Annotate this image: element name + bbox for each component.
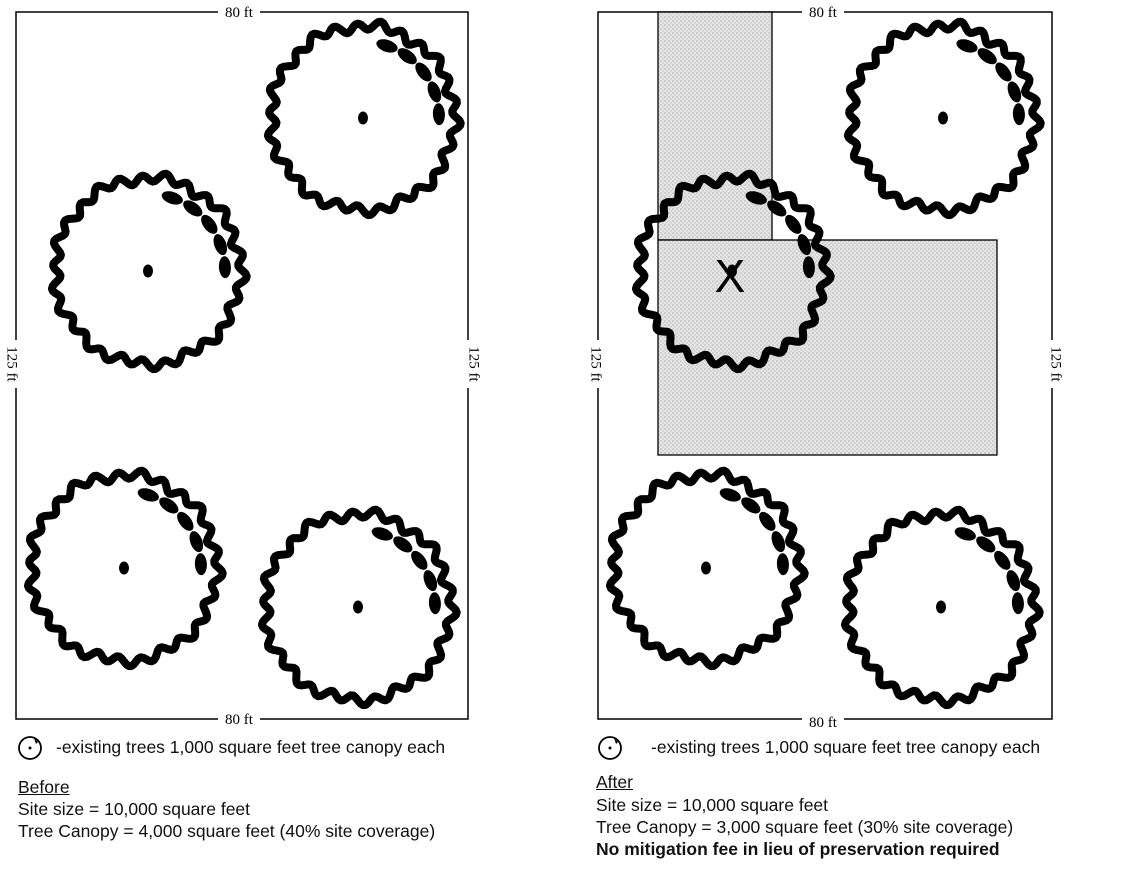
canopy-lobe xyxy=(432,103,445,126)
after-legend-label: -existing trees 1,000 square feet tree c… xyxy=(651,737,1041,757)
canopy-lobe xyxy=(371,527,393,541)
after-mitigation-note: No mitigation fee in lieu of preservatio… xyxy=(596,839,1000,859)
canopy-lobe xyxy=(797,234,812,256)
canopy-outline xyxy=(263,17,465,220)
before-lot-boundary xyxy=(15,11,469,720)
canopy-outline xyxy=(606,466,809,671)
tree-canopy xyxy=(841,505,1044,710)
canopy-lobe xyxy=(159,497,179,514)
before-right-dimension: 125 ft xyxy=(466,346,482,382)
before-legend-label: -existing trees 1,000 square feet tree c… xyxy=(56,737,446,757)
canopy-lobe xyxy=(719,488,741,502)
tree-legend-icon xyxy=(598,736,622,760)
tree-canopy xyxy=(48,169,251,374)
canopy-lobe xyxy=(759,511,776,531)
tree-canopy-removed xyxy=(632,169,835,374)
trunk-dot xyxy=(936,600,946,614)
trunk-dot xyxy=(119,561,129,575)
canopy-lobe xyxy=(415,62,432,82)
canopy-lobe xyxy=(976,536,996,553)
canopy-lobe xyxy=(771,531,786,553)
canopy-lobe xyxy=(785,214,802,234)
canopy-lobe xyxy=(393,536,413,553)
canopy-outline xyxy=(843,17,1045,220)
canopy-lobe xyxy=(189,531,204,553)
trunk-dot xyxy=(727,264,737,278)
canopy-lobe xyxy=(767,200,787,217)
before-tree-canopy: Tree Canopy = 4,000 square feet (40% sit… xyxy=(18,821,436,841)
canopy-lobe xyxy=(183,200,203,217)
before-heading: Before xyxy=(18,777,70,797)
tree-legend-icon xyxy=(18,736,42,760)
canopy-lobe xyxy=(397,48,417,65)
canopy-lobe xyxy=(745,191,767,205)
canopy-outline xyxy=(841,505,1044,710)
canopy-lobe xyxy=(1007,81,1022,103)
after-left-dimension: 125 ft xyxy=(588,346,604,382)
trunk-dot xyxy=(358,111,368,125)
canopy-lobe xyxy=(411,550,428,570)
trunk-dot xyxy=(938,111,948,125)
canopy-lobe xyxy=(1012,103,1025,126)
canopy-lobe xyxy=(218,256,231,279)
canopy-lobe xyxy=(802,256,815,279)
after-site-size: Site size = 10,000 square feet xyxy=(596,795,829,815)
canopy-lobe xyxy=(956,39,978,53)
before-top-dimension: 80 ft xyxy=(225,5,254,21)
canopy-lobe xyxy=(427,81,442,103)
tree-canopy xyxy=(24,466,227,671)
after-top-dimension: 80 ft xyxy=(809,5,838,21)
canopy-lobe xyxy=(213,234,228,256)
canopy-lobe xyxy=(1006,570,1021,592)
canopy-lobe xyxy=(994,550,1011,570)
after-panel: 80 ft 80 ft 125 ft 125 ft X xyxy=(588,3,1064,731)
canopy-lobe xyxy=(1011,592,1024,615)
canopy-lobe xyxy=(428,592,441,615)
trunk-dot xyxy=(353,600,363,614)
tree-canopy xyxy=(843,17,1045,220)
removed-tree-marker: X xyxy=(715,250,746,302)
canopy-lobe xyxy=(194,553,207,576)
tree-canopy xyxy=(258,505,461,710)
after-bottom-dimension: 80 ft xyxy=(809,715,838,731)
canopy-outline xyxy=(48,169,251,374)
trunk-dot xyxy=(143,264,153,278)
canopy-lobe xyxy=(741,497,761,514)
after-heading: After xyxy=(596,772,633,792)
before-left-dimension: 125 ft xyxy=(4,346,20,382)
after-right-dimension: 125 ft xyxy=(1048,346,1064,382)
canopy-lobe xyxy=(201,214,218,234)
canopy-lobe xyxy=(137,488,159,502)
tree-canopy xyxy=(263,17,465,220)
canopy-lobe xyxy=(954,527,976,541)
after-tree-canopy: Tree Canopy = 3,000 square feet (30% sit… xyxy=(596,817,1014,837)
canopy-outline xyxy=(258,505,461,710)
canopy-lobe xyxy=(995,62,1012,82)
canopy-outline xyxy=(24,466,227,671)
before-panel: 80 ft 80 ft 125 ft 125 ft xyxy=(4,3,482,728)
before-site-size: Site size = 10,000 square feet xyxy=(18,799,251,819)
canopy-lobe xyxy=(423,570,438,592)
trunk-dot xyxy=(701,561,711,575)
canopy-lobe xyxy=(177,511,194,531)
canopy-outline xyxy=(632,169,835,374)
canopy-lobe xyxy=(977,48,997,65)
canopy-lobe xyxy=(161,191,183,205)
canopy-lobe xyxy=(776,553,789,576)
canopy-lobe xyxy=(376,39,398,53)
before-bottom-dimension: 80 ft xyxy=(225,712,254,728)
tree-canopy xyxy=(606,466,809,671)
